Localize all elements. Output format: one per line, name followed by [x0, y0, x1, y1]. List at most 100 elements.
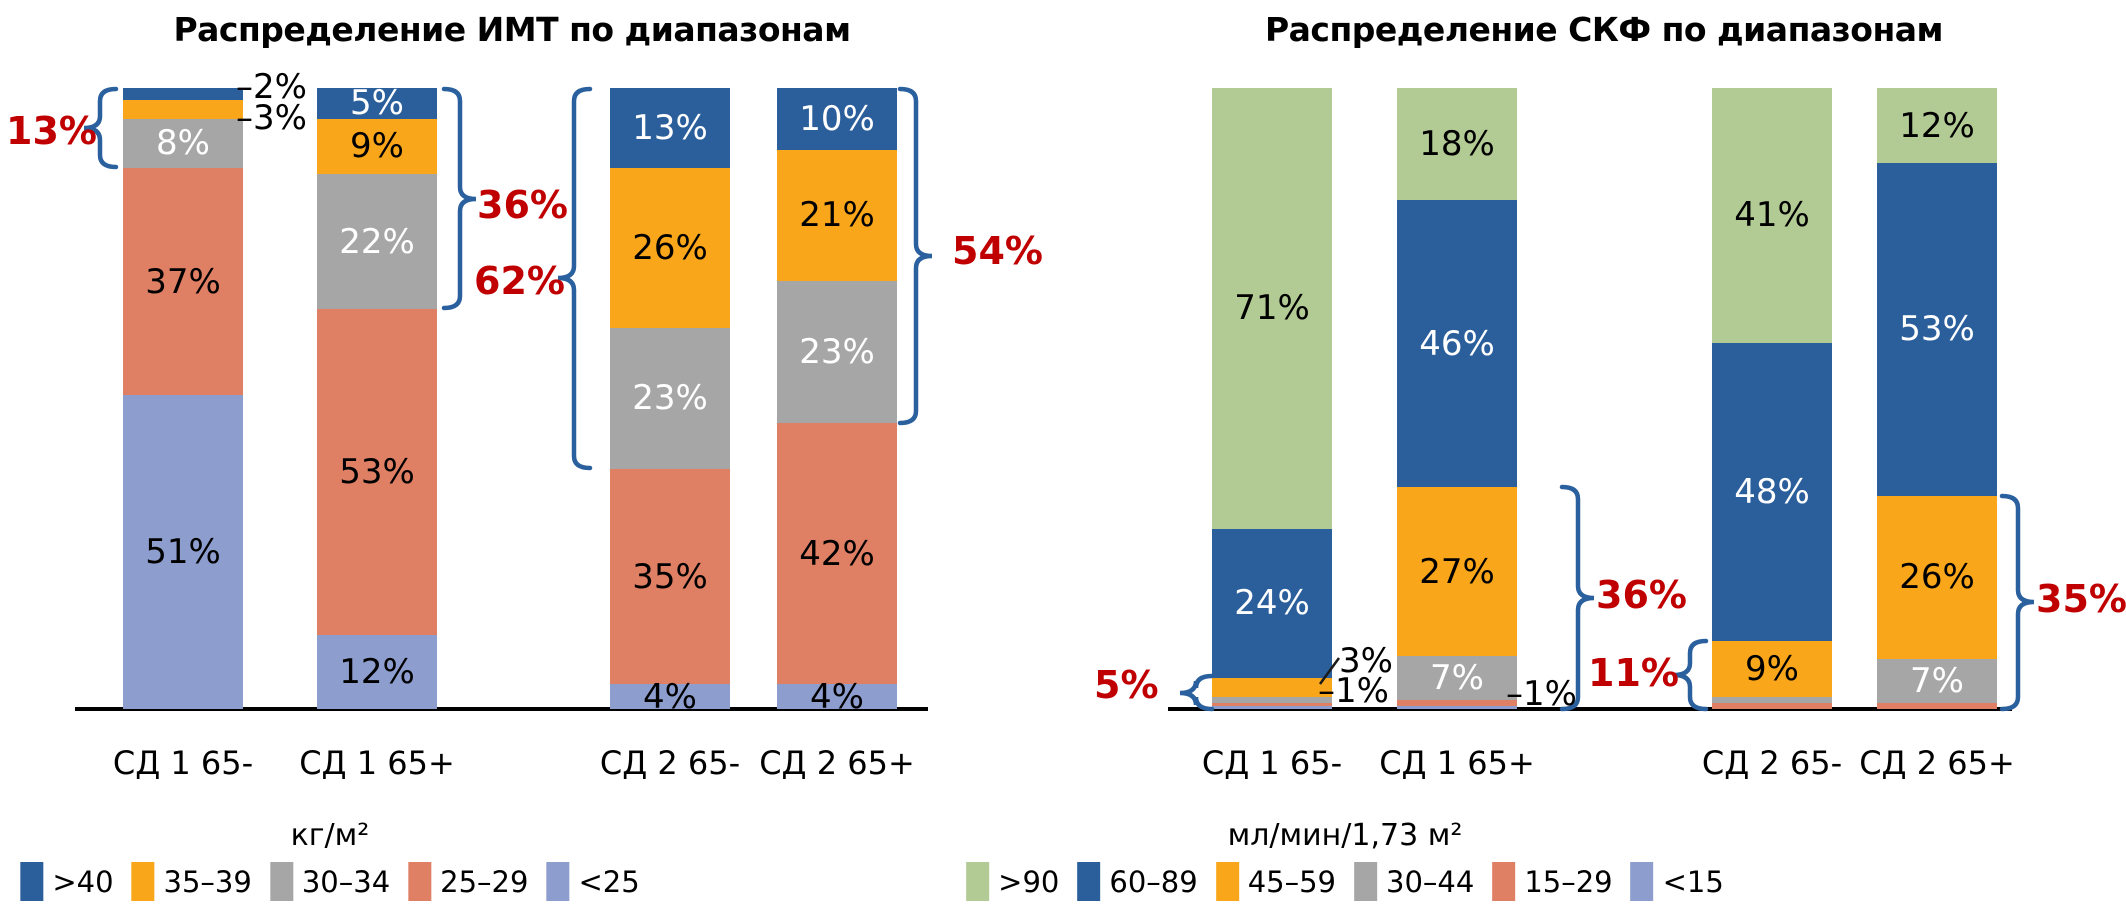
segment-label: 4%	[643, 676, 697, 717]
bar-segment	[1212, 702, 1332, 706]
x-axis-label: СД 1 65-	[112, 744, 254, 782]
segment-label: 42%	[799, 533, 875, 574]
bar-segment: 35%	[610, 469, 730, 685]
callout-label: 3%	[1339, 641, 1393, 681]
bar-segment: 53%	[1877, 163, 1997, 496]
bar-segment: 4%	[777, 680, 897, 714]
x-axis-line	[75, 707, 928, 711]
x-axis-label: СД 2 65-	[1701, 744, 1843, 782]
chart-title-gfr: Распределение СКФ по диапазонам	[1264, 10, 1944, 49]
bar-segment: 48%	[1712, 342, 1832, 641]
legend-item: 25–29	[408, 862, 528, 901]
segment-label: 12%	[339, 652, 415, 693]
legend: >90 60–89 45–59 30–44 15–29 <15	[966, 862, 1724, 901]
segment-label: 9%	[1745, 648, 1799, 689]
callout-label: –1%	[1318, 671, 1389, 711]
bar-segment: 26%	[1877, 495, 1997, 659]
legend-unit-label: кг/м²	[290, 818, 370, 853]
legend-item: <25	[546, 862, 640, 901]
segment-label: 13%	[632, 107, 708, 148]
stacked-bar: 8% 37% 51%	[123, 88, 243, 709]
legend-label: <15	[1662, 864, 1724, 899]
legend-item: 45–59	[1215, 862, 1336, 901]
bar-segment: 51%	[123, 395, 243, 709]
legend-label: 30–44	[1386, 864, 1475, 899]
legend-item: 30–44	[1354, 862, 1474, 901]
callout-label: –2%	[236, 67, 307, 107]
chart-title-bmi: Распределение ИМТ по диапазонам	[173, 10, 851, 49]
legend-label: 25–29	[440, 864, 529, 899]
stacked-bar: 5% 9% 22% 53% 12%	[317, 86, 437, 709]
bar-segment: 27%	[1397, 487, 1517, 656]
annotation-percent: 36%	[1596, 573, 1687, 617]
bar-segment: 5%	[317, 86, 437, 120]
legend-swatch	[408, 862, 432, 901]
segment-label: 21%	[799, 195, 875, 236]
bar-segment	[1712, 696, 1832, 703]
bar-segment	[1212, 696, 1332, 703]
legend-swatch	[966, 862, 990, 901]
bar-segment	[1212, 705, 1332, 709]
x-axis-label: СД 1 65+	[299, 744, 455, 782]
x-axis-label: СД 2 65+	[1859, 744, 2015, 782]
segment-label: 22%	[339, 221, 415, 262]
bar-segment	[1397, 699, 1517, 706]
stacked-bar: 18% 46% 27% 7%	[1397, 88, 1517, 709]
legend-unit-label: мл/мин/1,73 м²	[1227, 818, 1463, 853]
legend-swatch	[20, 862, 44, 901]
legend-swatch	[1215, 862, 1239, 901]
legend: >40 35–39 30–34 25–29 <25	[20, 862, 640, 901]
annotation-percent: 62%	[474, 259, 565, 303]
bar-segment: 24%	[1212, 528, 1332, 678]
segment-label: 4%	[810, 676, 864, 717]
segment-label: 10%	[799, 99, 875, 140]
legend-item: >40	[20, 862, 114, 901]
segment-label: 51%	[145, 532, 221, 573]
legend-swatch	[1492, 862, 1516, 901]
group-brace	[441, 86, 477, 311]
bar-segment: 7%	[1397, 655, 1517, 700]
bar-segment	[1212, 677, 1332, 697]
bar-segment: 21%	[777, 150, 897, 281]
x-axis-label: СД 1 65+	[1379, 744, 1535, 782]
bar-segment: 41%	[1712, 88, 1832, 343]
segment-label: 53%	[339, 452, 415, 493]
segment-label: 18%	[1419, 124, 1495, 165]
legend-item: >90	[966, 862, 1059, 901]
bar-segment	[1712, 702, 1832, 709]
legend-label: 30–34	[301, 864, 391, 899]
x-axis-label: СД 2 65+	[759, 744, 915, 782]
callout-label: –1%	[1506, 674, 1577, 714]
bar-segment: 12%	[1877, 88, 1997, 164]
legend-label: 60–89	[1109, 864, 1198, 899]
bar-segment: 9%	[317, 118, 437, 175]
annotation-percent: 13%	[6, 109, 97, 153]
segment-label: 46%	[1419, 323, 1495, 364]
segment-label: 35%	[632, 556, 708, 597]
legend-label: >40	[52, 864, 114, 899]
annotation-percent: 36%	[477, 183, 568, 227]
segment-label: 9%	[350, 126, 404, 167]
callout-label: –3%	[236, 98, 307, 138]
segment-label: 41%	[1734, 195, 1810, 236]
legend-swatch	[546, 862, 570, 901]
stacked-bar: 41% 48% 9%	[1712, 88, 1832, 709]
legend-label: >90	[998, 864, 1060, 899]
segment-label: 23%	[799, 331, 875, 372]
bar-segment: 71%	[1212, 88, 1332, 529]
legend-swatch	[1630, 862, 1654, 901]
segment-label: 27%	[1419, 551, 1495, 592]
bar-segment	[1397, 705, 1517, 709]
bar-segment: 4%	[610, 680, 730, 714]
bar-segment: 23%	[777, 280, 897, 424]
legend-swatch	[269, 862, 293, 901]
legend-swatch	[131, 862, 155, 901]
stacked-bar: 71% 24%	[1212, 88, 1332, 709]
legend-item: 35–39	[131, 862, 252, 901]
legend-label: 15–29	[1524, 864, 1613, 899]
bar-segment: 23%	[610, 327, 730, 470]
stacked-bar: 10% 21% 23% 42% 4%	[777, 88, 897, 714]
segment-label: 48%	[1734, 471, 1810, 512]
bar-segment: 7%	[1877, 658, 1997, 703]
